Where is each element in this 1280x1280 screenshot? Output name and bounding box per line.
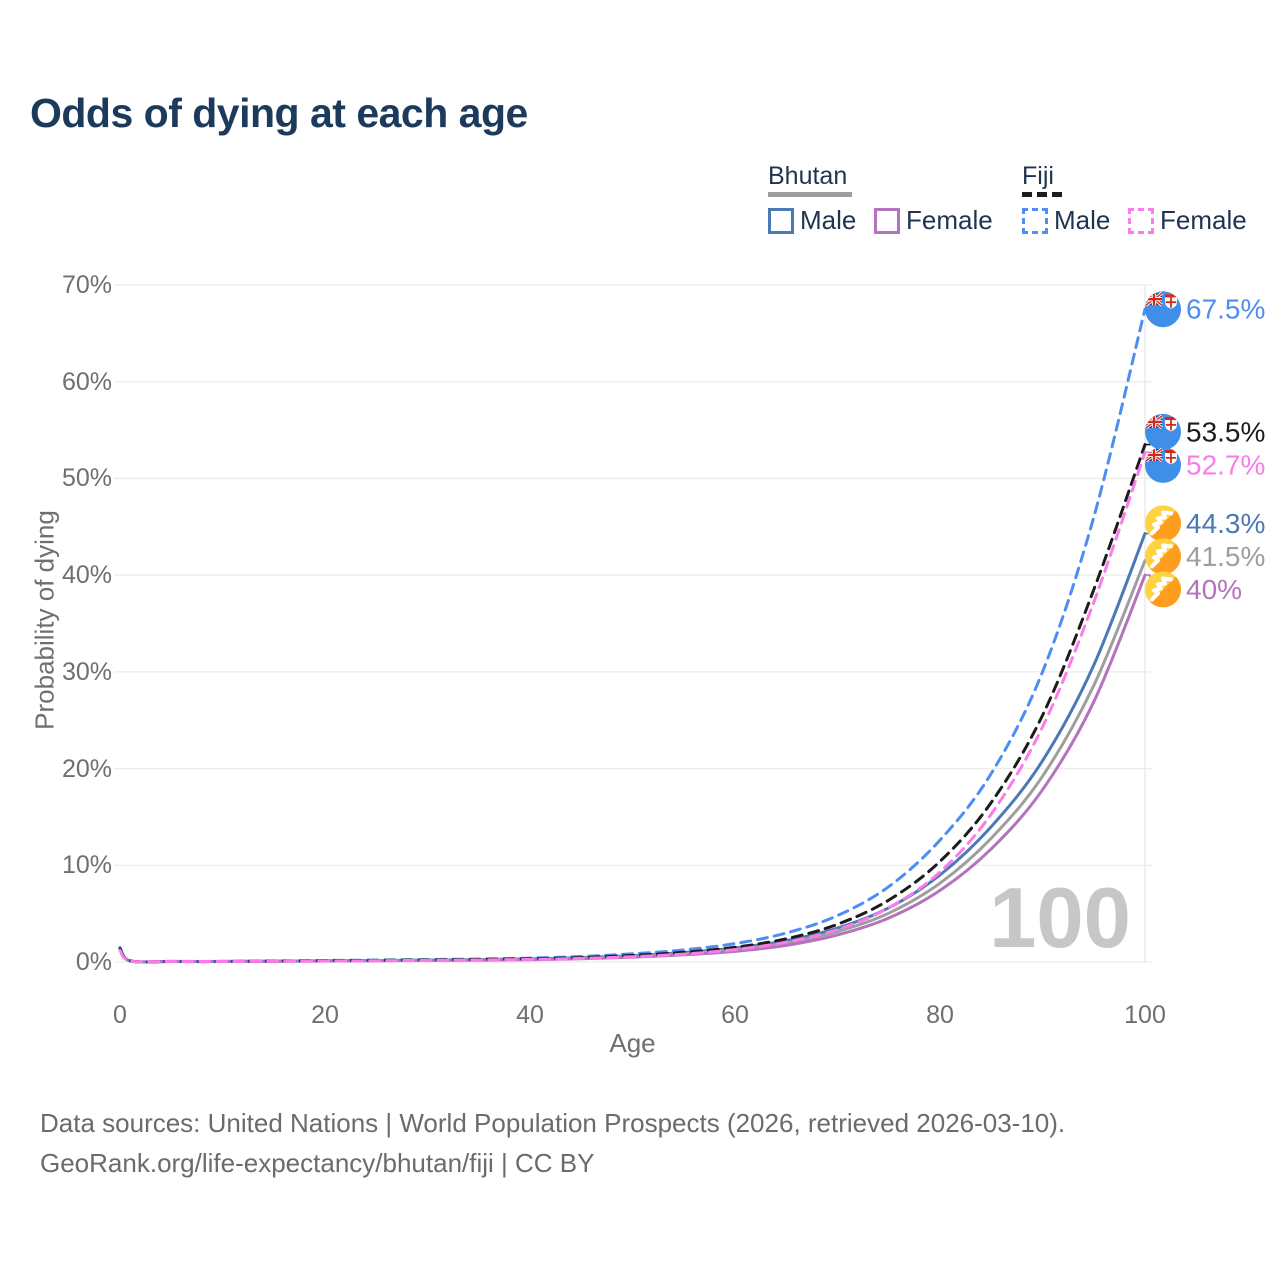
y-tick-label: 20% [61, 754, 112, 783]
fiji-flag-icon [1145, 414, 1181, 450]
x-tick-label: 40 [516, 1001, 544, 1029]
x-axis-title: Age [609, 1028, 656, 1058]
end-value-label-bhutan-male: 44.3% [1186, 508, 1265, 539]
source-url-attribution: GeoRank.org/life-expectancy/bhutan/fiji … [40, 1148, 595, 1178]
x-tick-label: 60 [721, 1001, 749, 1029]
series-line-fiji-both [118, 443, 1147, 964]
legend-item-fiji-male[interactable]: Male [1022, 205, 1110, 236]
legend-item-bhutan-female[interactable]: Female [874, 205, 993, 236]
bhutan-flag-icon [1145, 538, 1181, 574]
end-value-label-bhutan-both: 41.5% [1186, 541, 1265, 572]
y-tick-label: 50% [61, 464, 112, 493]
bhutan-flag-icon [1145, 505, 1181, 541]
legend-item-label: Female [906, 205, 993, 235]
legend-group-title-bhutan[interactable]: Bhutan [768, 162, 848, 190]
x-tick-label: 100 [1124, 1001, 1166, 1029]
y-tick-label: 60% [61, 367, 112, 396]
x-tick-label: 0 [113, 1001, 127, 1029]
bhutan-flag-icon [1145, 571, 1181, 607]
y-tick-label: 0% [75, 948, 112, 976]
legend-item-fiji-female[interactable]: Female [1128, 205, 1247, 236]
y-tick-label: 70% [61, 271, 112, 299]
x-tick-label: 20 [311, 1001, 339, 1029]
end-value-label-fiji-female: 52.7% [1186, 449, 1265, 480]
legend-item-label: Male [800, 205, 857, 235]
fiji-flag-icon [1145, 291, 1181, 327]
chart-title: Odds of dying at each age [30, 90, 528, 136]
gridlines [114, 284, 1153, 963]
series-curves [118, 307, 1147, 964]
bhutan-solid-line-swatch [768, 192, 852, 197]
fiji-female-swatch-icon [1128, 207, 1154, 234]
legend-group-title-fiji[interactable]: Fiji [1022, 162, 1054, 190]
end-value-label-fiji-both: 53.5% [1186, 416, 1265, 447]
legend-item-bhutan-male[interactable]: Male [768, 205, 856, 236]
series-line-bhutan-male [118, 532, 1147, 964]
age-frame-watermark: 100 [989, 871, 1131, 966]
end-value-labels: 67.5% 53.5%52.7% 44.3%41.5%40% [1186, 294, 1265, 605]
end-value-label-bhutan-female: 40% [1186, 574, 1242, 605]
fiji-dashed-line-swatch [1022, 192, 1062, 197]
y-tick-label: 10% [61, 851, 112, 880]
series-line-bhutan-both [118, 559, 1147, 964]
fiji-flag-icon [1145, 447, 1181, 483]
legend-item-label: Male [1054, 205, 1111, 235]
bhutan-male-swatch-icon [768, 207, 794, 234]
series-line-fiji-female [118, 450, 1147, 964]
end-label-flags [1145, 291, 1181, 607]
series-line-fiji-male [118, 307, 1147, 964]
x-tick-label: 80 [926, 1001, 954, 1029]
legend-item-label: Female [1160, 205, 1247, 235]
end-value-label-fiji-male: 67.5% [1186, 294, 1265, 325]
y-tick-label: 40% [61, 561, 112, 590]
y-tick-label: 30% [61, 657, 112, 686]
fiji-male-swatch-icon [1022, 207, 1048, 234]
data-sources-note: Data sources: United Nations | World Pop… [40, 1108, 1066, 1138]
bhutan-female-swatch-icon [874, 207, 900, 234]
